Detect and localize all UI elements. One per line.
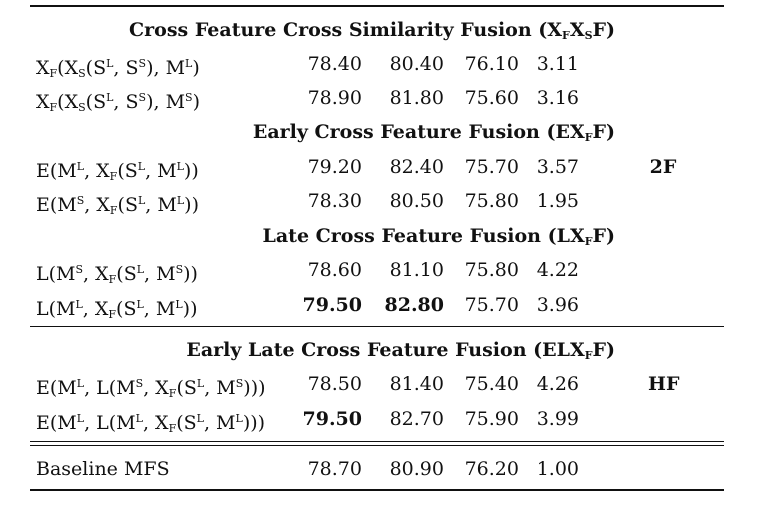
value-4: 4.22 — [536, 259, 579, 281]
table-row: E(ML, L(ML, XF(SL, ML))) 79.50 82.70 75.… — [30, 402, 724, 436]
table-row: XF(XS(SL, SS), MS) 78.90 81.80 75.60 3.1… — [30, 81, 724, 115]
top-rule — [30, 5, 724, 7]
row-label: E(ML, XF(SL, ML)) — [36, 160, 199, 183]
value-1: 78.40 — [307, 53, 362, 75]
row-label: E(ML, L(ML, XF(SL, ML))) — [36, 412, 266, 435]
group-label-hf: HF — [648, 373, 680, 395]
row-label: Baseline MFS — [36, 458, 170, 480]
table-row: E(ML, XF(SL, ML)) 79.20 82.40 75.70 3.57 — [30, 150, 724, 184]
value-2: 80.40 — [389, 53, 444, 75]
value-3: 76.20 — [464, 458, 519, 480]
value-2: 82.40 — [389, 156, 444, 178]
value-3: 75.60 — [464, 87, 519, 109]
value-4: 1.00 — [536, 458, 579, 480]
value-3: 75.80 — [464, 190, 519, 212]
value-1: 78.60 — [307, 259, 362, 281]
value-4: 3.16 — [536, 87, 579, 109]
value-1: 79.20 — [307, 156, 362, 178]
section-header-early-late-cross-feature: Early Late Cross Feature Fusion (ELXFF) — [186, 339, 615, 362]
section-header-early-cross-feature: Early Cross Feature Fusion (EXFF) — [252, 121, 615, 144]
row-label: XF(XS(SL, SS), ML) — [36, 57, 200, 80]
value-4: 3.99 — [536, 408, 579, 430]
value-2: 80.90 — [389, 458, 444, 480]
value-2: 81.10 — [389, 259, 444, 281]
value-4: 3.96 — [536, 294, 579, 316]
value-3: 75.80 — [464, 259, 519, 281]
value-4: 3.57 — [536, 156, 579, 178]
table-row: XF(XS(SL, SS), ML) 78.40 80.40 76.10 3.1… — [30, 47, 724, 81]
value-2: 80.50 — [389, 190, 444, 212]
double-rule-top — [30, 441, 724, 442]
table-row: L(ML, XF(SL, ML)) 79.50 82.80 75.70 3.96 — [30, 288, 724, 322]
row-label: E(MS, XF(SL, ML)) — [36, 194, 199, 217]
double-rule-bottom — [30, 445, 724, 446]
row-label: E(ML, L(MS, XF(SL, MS))) — [36, 377, 266, 400]
table-row: E(MS, XF(SL, ML)) 78.30 80.50 75.80 1.95 — [30, 184, 724, 218]
value-3: 76.10 — [464, 53, 519, 75]
table-row: E(ML, L(MS, XF(SL, MS))) 78.50 81.40 75.… — [30, 367, 724, 401]
row-label: L(MS, XF(SL, MS)) — [36, 263, 198, 286]
row-label: L(ML, XF(SL, ML)) — [36, 298, 198, 321]
value-2: 82.70 — [389, 408, 444, 430]
value-1: 78.50 — [307, 373, 362, 395]
bottom-rule — [30, 489, 724, 491]
value-3: 75.70 — [464, 294, 519, 316]
value-3: 75.90 — [464, 408, 519, 430]
value-2: 81.80 — [389, 87, 444, 109]
value-4: 4.26 — [536, 373, 579, 395]
section-header-late-cross-feature: Late Cross Feature Fusion (LXFF) — [262, 225, 616, 248]
value-2: 82.80 — [384, 294, 445, 316]
value-4: 1.95 — [536, 190, 579, 212]
group-label-2f: 2F — [649, 156, 677, 178]
section-header-cross-feature-cross-similarity: Cross Feature Cross Similarity Fusion (X… — [129, 19, 615, 42]
value-1: 79.50 — [302, 294, 363, 316]
row-label: XF(XS(SL, SS), MS) — [36, 91, 200, 114]
value-1: 78.90 — [307, 87, 362, 109]
value-1: 78.70 — [307, 458, 362, 480]
table-row-baseline: Baseline MFS 78.70 80.90 76.20 1.00 — [30, 452, 724, 486]
value-1: 79.50 — [302, 408, 363, 430]
value-2: 81.40 — [389, 373, 444, 395]
value-3: 75.40 — [464, 373, 519, 395]
value-4: 3.11 — [536, 53, 579, 75]
table-row: L(MS, XF(SL, MS)) 78.60 81.10 75.80 4.22 — [30, 253, 724, 287]
value-3: 75.70 — [464, 156, 519, 178]
value-1: 78.30 — [307, 190, 362, 212]
mid-rule — [30, 326, 724, 327]
